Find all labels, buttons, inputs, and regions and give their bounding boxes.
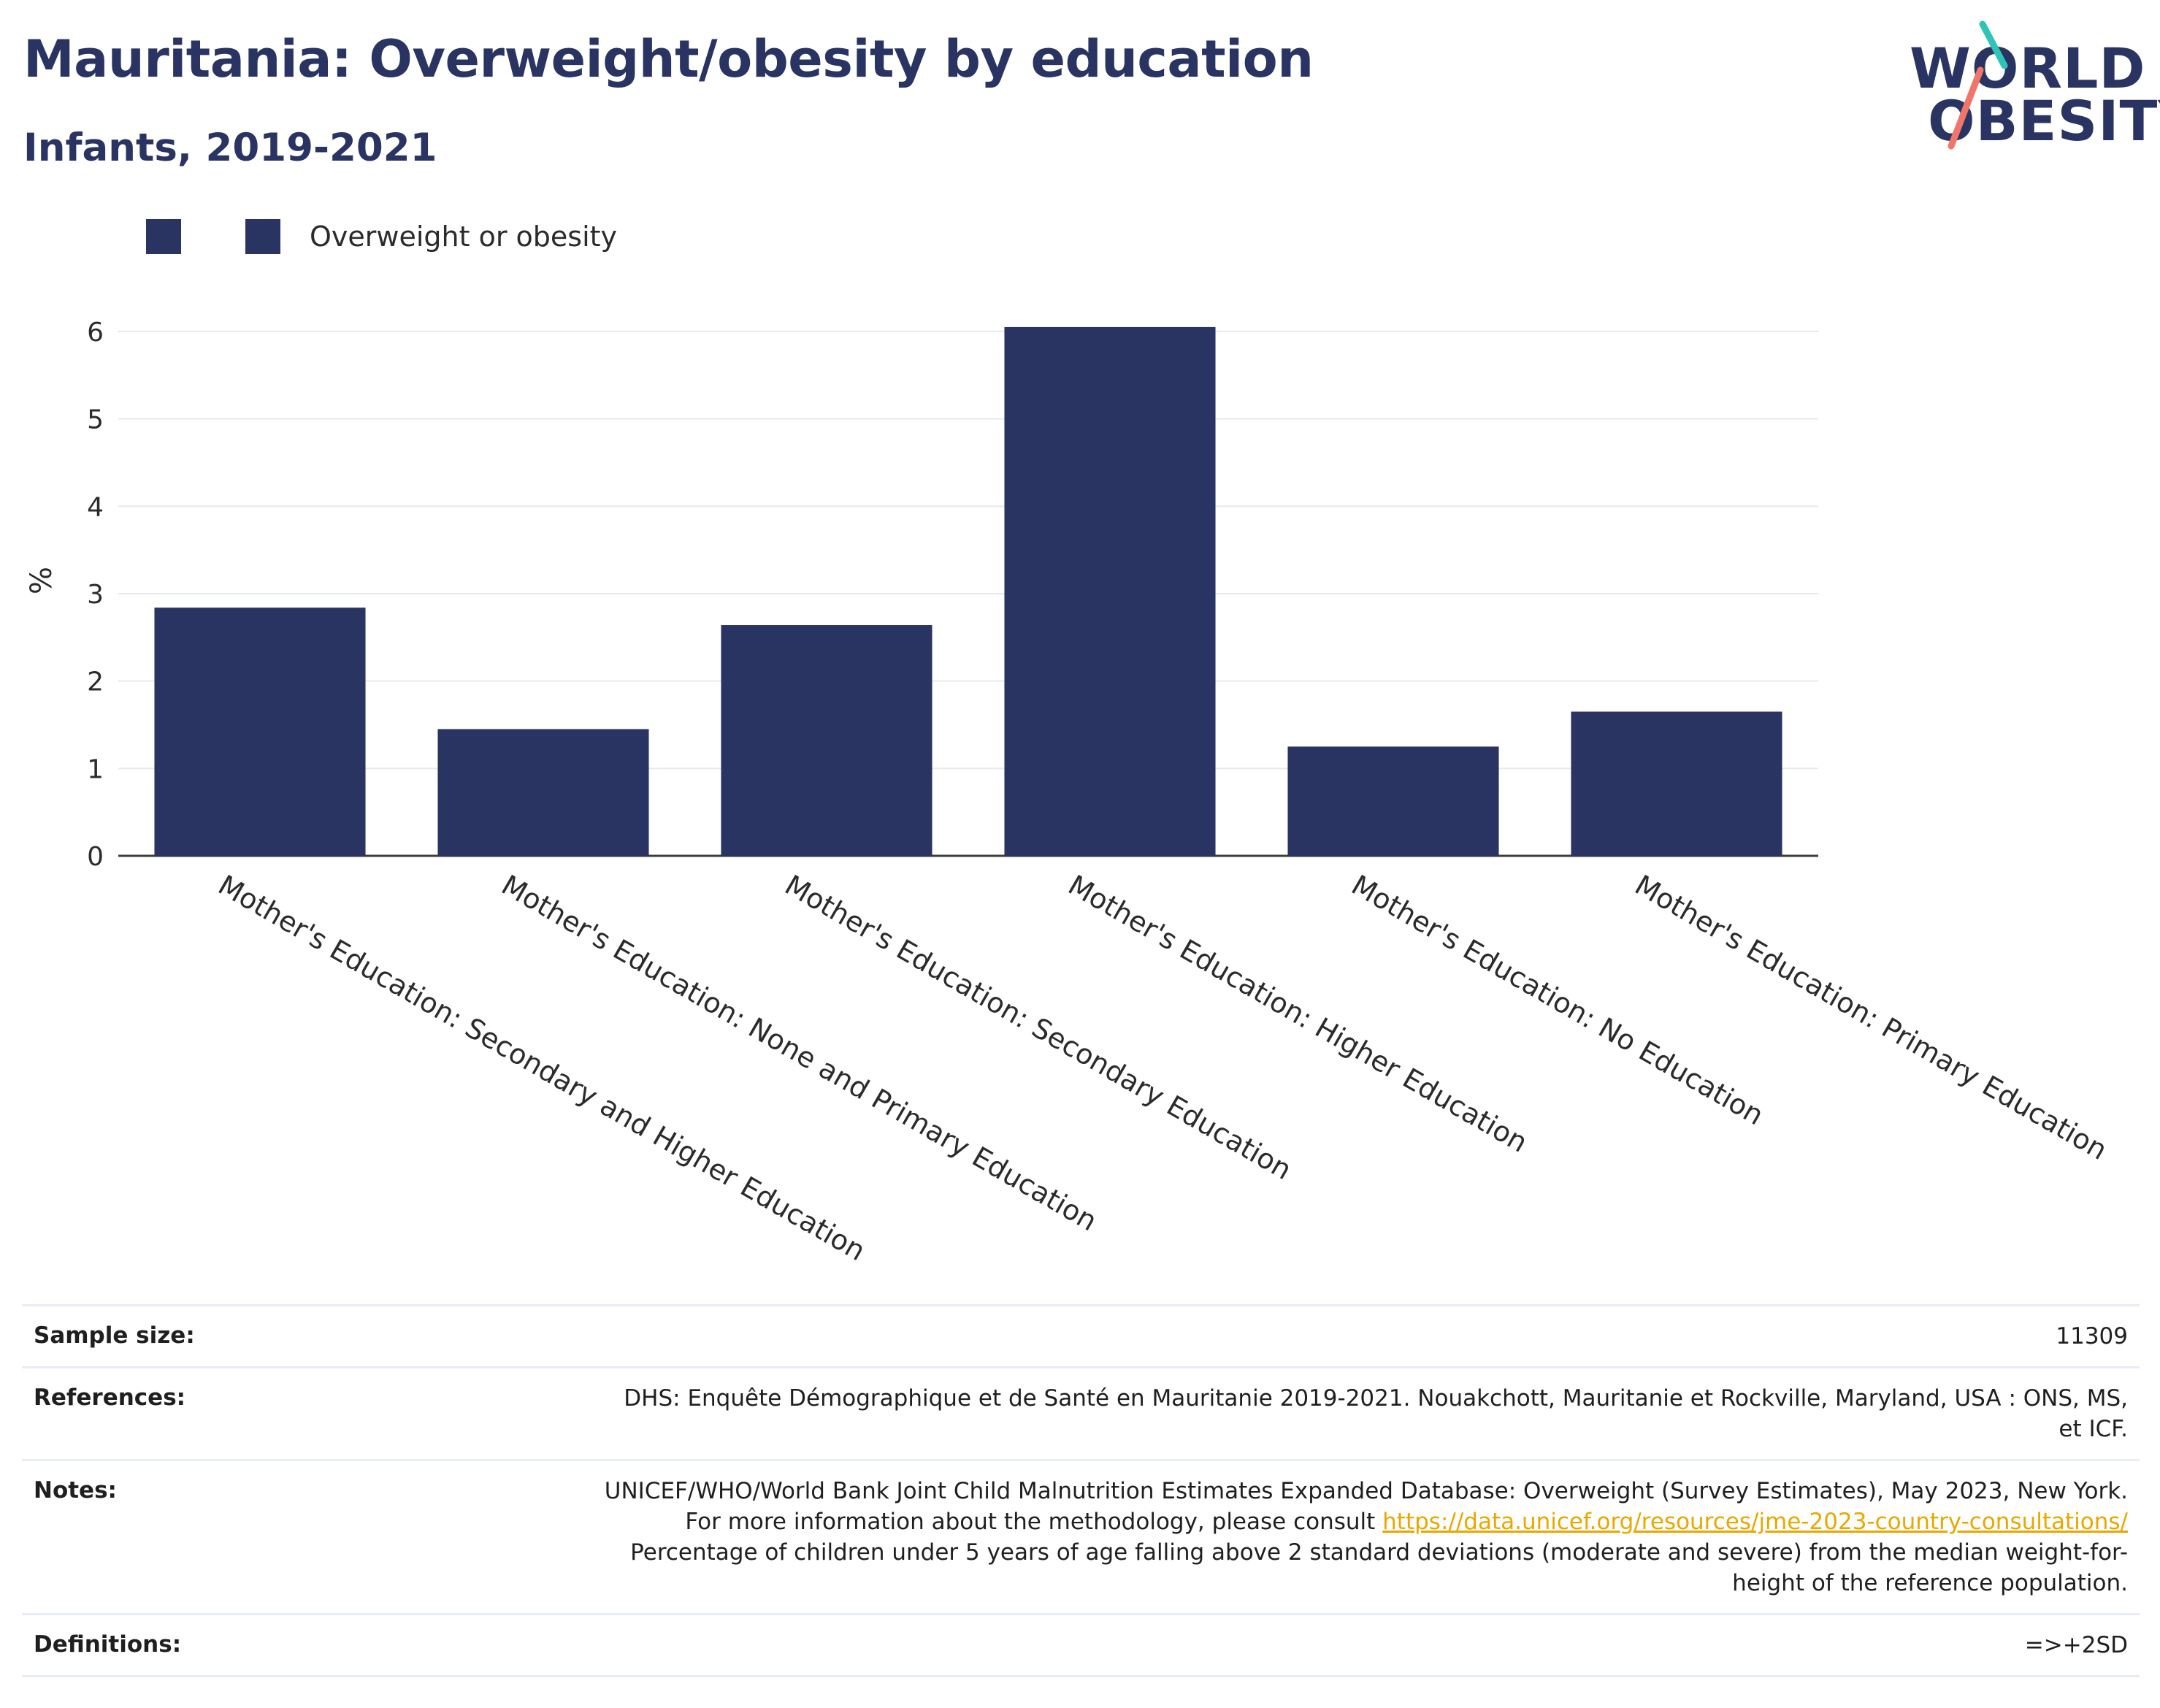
- y-tick-label: 3: [87, 580, 104, 610]
- y-tick-label: 5: [87, 405, 104, 435]
- bar[interactable]: [721, 625, 932, 856]
- sample-size-label: Sample size:: [34, 1322, 195, 1349]
- chart-subtitle: Infants, 2019-2021: [23, 126, 437, 170]
- bar[interactable]: [154, 608, 366, 856]
- y-tick-label: 0: [87, 842, 104, 872]
- y-axis-ticks: 0 1 2 3 4 5 6: [87, 318, 104, 872]
- notes-label: Notes:: [34, 1477, 117, 1504]
- bar[interactable]: [1004, 326, 1216, 856]
- bars: [154, 326, 1782, 856]
- legend-swatch-2: [245, 219, 280, 254]
- x-tick-label: Mother's Education: None and Primary Edu…: [497, 869, 1103, 1238]
- info-table: Sample size: 11309 References: DHS: Enqu…: [22, 1304, 2140, 1677]
- notes-text-1: UNICEF/WHO/World Bank Joint Child Malnut…: [604, 1478, 2128, 1535]
- x-tick-label: Mother's Education: Primary Education: [1630, 869, 2113, 1166]
- y-tick-label: 6: [87, 318, 104, 348]
- references-row: References: DHS: Enquête Démographique e…: [22, 1366, 2140, 1459]
- logo-slash-icon: [1948, 20, 2008, 150]
- x-tick-label: Mother's Education: Secondary Education: [780, 869, 1298, 1187]
- bar[interactable]: [1287, 746, 1499, 856]
- notes-link[interactable]: https://data.unicef.org/resources/jme-20…: [1382, 1509, 2128, 1535]
- notes-value: UNICEF/WHO/World Bank Joint Child Malnut…: [602, 1476, 2128, 1598]
- bar[interactable]: [437, 729, 649, 856]
- definitions-row: Definitions: =>+2SD: [22, 1613, 2140, 1677]
- x-tick-label: Mother's Education: Secondary and Higher…: [213, 869, 871, 1268]
- x-tick-label: Mother's Education: Higher Education: [1063, 869, 1533, 1159]
- sample-size-value: 11309: [2056, 1323, 2128, 1349]
- y-tick-label: 1: [87, 754, 104, 784]
- bar[interactable]: [1571, 711, 1782, 856]
- y-axis-title: %: [25, 567, 58, 594]
- gridlines: [118, 330, 1818, 857]
- x-axis-labels: Mother's Education: Secondary and Higher…: [213, 869, 2113, 1268]
- sample-size-row: Sample size: 11309: [22, 1304, 2140, 1366]
- bar-chart: 0 1 2 3 4 5 6 Mother's Education: Secondary an…: [25, 318, 2113, 1268]
- notes-row: Notes: UNICEF/WHO/World Bank Joint Child…: [22, 1459, 2140, 1613]
- notes-text-2: Percentage of children under 5 years of …: [630, 1539, 2128, 1596]
- references-label: References:: [34, 1385, 186, 1411]
- legend-label-2: Overweight or obesity: [310, 221, 618, 253]
- chart-title: Mauritania: Overweight/obesity by educat…: [23, 29, 1314, 89]
- world-obesity-logo: WORLD OBESITY: [1899, 20, 2160, 152]
- legend-swatch-1: [146, 219, 181, 254]
- definitions-label: Definitions:: [34, 1631, 182, 1658]
- legend: Overweight or obesity: [146, 218, 617, 256]
- y-tick-label: 2: [87, 667, 104, 697]
- definitions-value: =>+2SD: [2024, 1632, 2128, 1658]
- y-tick-label: 4: [87, 492, 104, 522]
- references-value: DHS: Enquête Démographique et de Santé e…: [624, 1385, 2128, 1442]
- logo-line-1: WORLD: [1910, 36, 2146, 101]
